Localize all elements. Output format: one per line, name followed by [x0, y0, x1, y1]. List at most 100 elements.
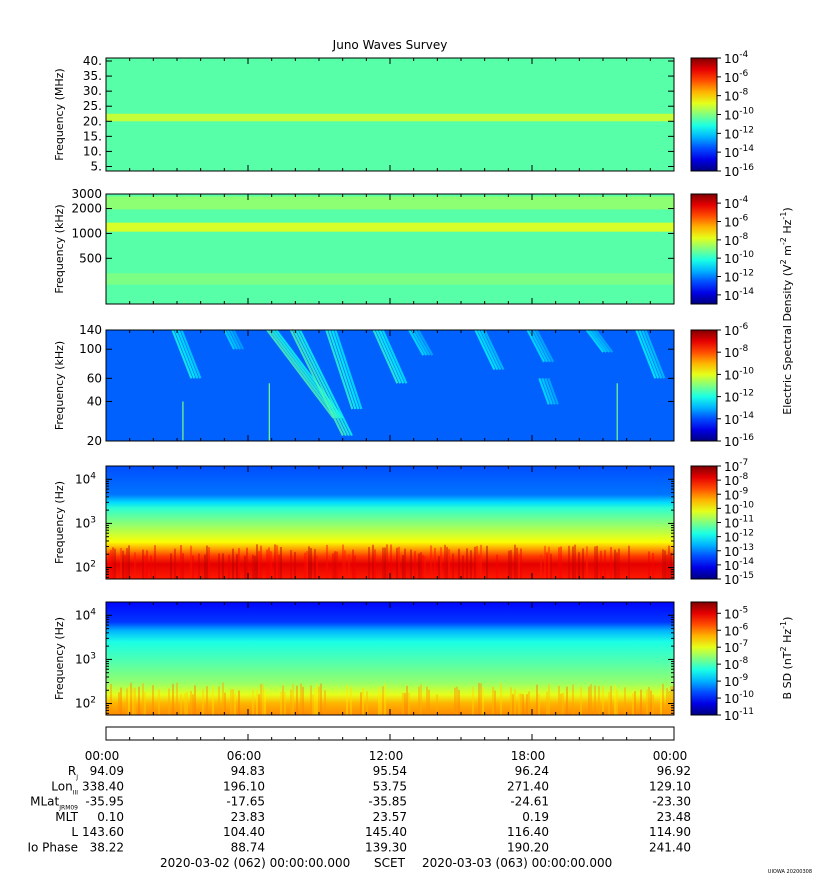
spectral-texture [574, 544, 576, 579]
colorbar-tick-label: 10-6 [724, 214, 749, 230]
colorbar-tick-label: 10-8 [724, 232, 749, 248]
spectral-texture [586, 546, 588, 579]
ephemeris-value: 190.20 [507, 841, 549, 855]
ephemeris-value: 0.19 [522, 810, 549, 824]
y-tick-label: 35. [83, 69, 102, 83]
spectral-texture [254, 555, 256, 579]
spectral-texture [194, 685, 196, 715]
colorbar-tick-label: 10-6 [724, 69, 749, 85]
colorbar [690, 329, 718, 442]
time-tick-label: 06:00 [227, 749, 262, 763]
y-tick-label: 30. [83, 84, 102, 98]
spectral-texture [660, 688, 662, 715]
spectral-texture [538, 693, 540, 715]
spectral-texture [234, 693, 236, 715]
spectral-texture [456, 686, 458, 715]
spectral-texture [548, 684, 550, 715]
spectral-texture [352, 549, 354, 579]
time-range-start: 2020-03-02 (062) 00:00:00.000 [160, 856, 350, 870]
spectral-texture [598, 686, 600, 715]
ephemeris-value: -23.30 [652, 795, 691, 809]
spectral-texture [650, 690, 652, 715]
spectral-texture [192, 694, 194, 715]
spectral-texture [632, 693, 634, 715]
spectral-texture [562, 692, 564, 715]
chart-title: Juno Waves Survey [332, 38, 448, 52]
spectral-texture [208, 547, 210, 579]
emission-band [106, 113, 674, 122]
emission-streak [477, 330, 499, 371]
colorbar-tick-label: 10-8 [724, 344, 749, 360]
spectral-texture [462, 555, 464, 579]
spectral-texture [258, 551, 260, 579]
emission-streak [325, 330, 354, 410]
spectral-texture [608, 691, 610, 715]
emission-streak [474, 330, 496, 371]
spectral-texture [108, 552, 110, 579]
spectral-texture [134, 552, 136, 579]
y-tick-label: 104 [75, 471, 96, 486]
spectral-texture [378, 686, 380, 715]
spectral-texture [112, 547, 114, 579]
spectral-texture [616, 689, 618, 715]
emission-streak [375, 330, 402, 384]
emission-streak [229, 330, 242, 350]
spectral-texture [142, 549, 144, 579]
spectrogram-background [106, 194, 674, 304]
spectral-texture [180, 545, 182, 579]
y-tick-label: 20 [87, 434, 102, 448]
emission-streak [295, 330, 350, 437]
emission-streak [289, 330, 344, 437]
colorbar-tick-label: 10-6 [724, 622, 749, 638]
spectral-texture [282, 685, 284, 715]
emission-streak [544, 377, 556, 405]
spectral-texture [366, 691, 368, 715]
spectrogram-panels: 40.35.30.25.20.15.10.5. Frequency (MHz) 10… [53, 50, 794, 723]
spectral-texture [594, 685, 596, 715]
spectral-texture [548, 546, 550, 579]
spectral-texture [558, 547, 560, 579]
spectral-texture [430, 545, 432, 579]
spectral-texture [186, 691, 188, 715]
ephemeris-row-label: LonIII [51, 779, 78, 796]
spectral-texture [316, 555, 318, 579]
spectral-texture [206, 545, 208, 579]
spectral-texture [222, 553, 224, 579]
colorbar-tick-label: 10-14 [724, 287, 754, 303]
spectral-texture [428, 689, 430, 715]
spectral-texture [604, 550, 606, 579]
colorbar [690, 57, 718, 172]
ephemeris-value: 104.40 [223, 825, 265, 839]
spectral-texture [368, 546, 370, 579]
emission-streak [298, 330, 353, 437]
emission-band [106, 273, 674, 285]
y-tick-label: 20. [83, 114, 102, 128]
spectral-texture [418, 686, 420, 715]
colorbar [690, 601, 718, 716]
colorbar-tick-label: 10-12 [724, 125, 754, 141]
spectral-texture [470, 550, 472, 579]
spectral-texture [350, 686, 352, 715]
ephemeris-value: 139.30 [365, 841, 407, 855]
spectral-texture [252, 554, 254, 579]
emission-streak [226, 330, 239, 350]
spectral-texture [560, 693, 562, 715]
spectral-texture [486, 545, 488, 579]
y-tick-label: 25. [83, 99, 102, 113]
spectral-texture [124, 554, 126, 579]
spectral-texture [596, 545, 598, 579]
spectral-texture [544, 545, 546, 579]
spectral-texture [120, 687, 122, 715]
spectral-texture [662, 549, 664, 579]
emission-streak [272, 330, 341, 419]
spectral-texture [246, 547, 248, 579]
spectral-texture [362, 687, 364, 715]
colorbar-label: Electric Spectral Density (V2 m-2 Hz-1) [779, 207, 794, 414]
emission-streak [547, 377, 559, 405]
spectral-texture [572, 684, 574, 715]
spectral-texture [238, 690, 240, 715]
spectrogram-lfr-high [106, 330, 674, 441]
y-tick-label: 10. [83, 144, 102, 158]
colorbar-tick-label: 10-12 [724, 269, 754, 285]
emission-streak [594, 330, 614, 353]
